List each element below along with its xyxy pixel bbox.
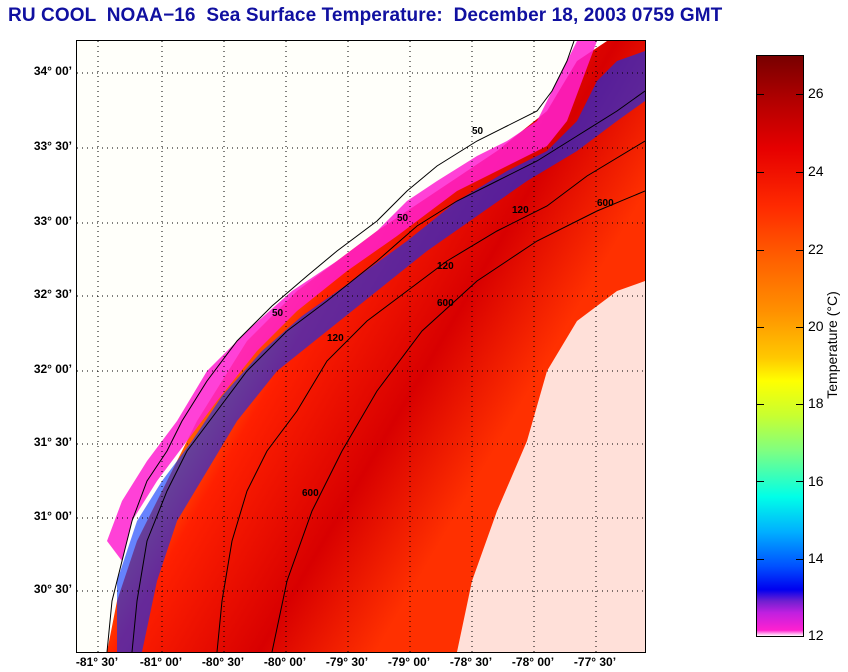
lon-label: -79° 00’ <box>387 655 431 669</box>
lat-label: 33° 30’ <box>33 139 72 153</box>
colorbar-tick-label: 20 <box>808 318 824 334</box>
isobath-label-120: 120 <box>512 205 529 216</box>
chart-title: RU COOL NOAA−16 Sea Surface Temperature:… <box>8 5 723 26</box>
coastline <box>106 41 575 652</box>
isobath-label-600: 600 <box>437 298 454 309</box>
colorbar <box>756 55 804 637</box>
lat-label: 32° 00’ <box>33 362 72 376</box>
colorbar-tick-label: 14 <box>808 550 824 566</box>
sst-map-canvas: 50 50 50 120 120 120 600 600 600 <box>77 41 645 652</box>
colorbar-tick-label: 18 <box>808 395 824 411</box>
isobath-600 <box>271 190 645 652</box>
lon-label: -78° 30’ <box>449 655 493 669</box>
isobath-label-50: 50 <box>397 213 409 224</box>
lat-label: 34° 00’ <box>33 64 72 78</box>
isobath-label-120: 120 <box>437 261 454 272</box>
lat-label: 31° 00’ <box>33 509 72 523</box>
lon-label: -81° 00’ <box>139 655 183 669</box>
isobath-50 <box>131 90 645 652</box>
lat-label: 31° 30’ <box>33 435 72 449</box>
lon-label: -79° 30’ <box>325 655 369 669</box>
lon-label: -80° 30’ <box>201 655 245 669</box>
lon-label: -81° 30’ <box>75 655 119 669</box>
colorbar-tick-label: 12 <box>808 627 824 643</box>
isobath-label-50: 50 <box>272 308 284 319</box>
lat-label: 33° 00’ <box>33 214 72 228</box>
colorbar-tick-label: 22 <box>808 241 824 257</box>
isobath-label-600: 600 <box>597 198 614 209</box>
lon-label: -78° 00’ <box>511 655 555 669</box>
colorbar-tick-label: 16 <box>808 473 824 489</box>
isobath-label-50: 50 <box>472 126 484 137</box>
cool-blue-band <box>117 51 645 652</box>
isobath-120 <box>216 140 645 652</box>
isobath-label-600: 600 <box>302 488 319 499</box>
cloud-mask <box>457 281 645 652</box>
lat-label: 32° 30’ <box>33 287 72 301</box>
cold-coastal-band <box>107 41 597 561</box>
lat-label: 30° 30’ <box>33 582 72 596</box>
colorbar-label: Temperature (°C) <box>824 291 840 399</box>
sst-map[interactable]: 50 50 50 120 120 120 600 600 600 <box>76 40 646 653</box>
isobath-label-120: 120 <box>327 333 344 344</box>
lon-label: -80° 00’ <box>263 655 307 669</box>
colorbar-tick-label: 24 <box>808 163 824 179</box>
colorbar-tick-label: 26 <box>808 85 824 101</box>
lon-label: -77° 30’ <box>573 655 617 669</box>
